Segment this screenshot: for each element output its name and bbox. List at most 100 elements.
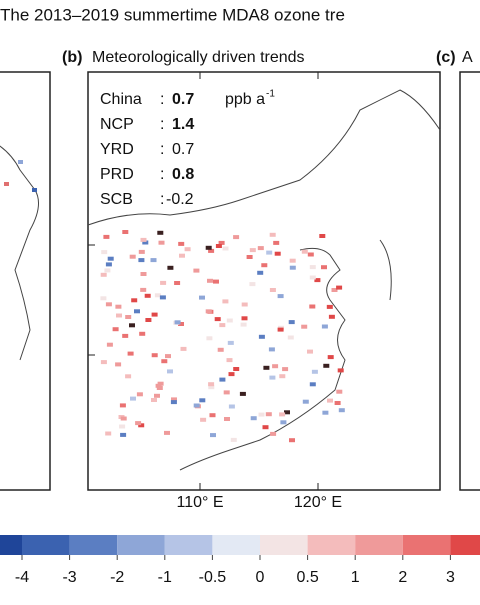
grid-cell xyxy=(249,282,256,287)
grid-cell xyxy=(338,408,345,413)
colorbar: -4 -3 -2 -1 -0.5 0 0.5 1 2 3 xyxy=(0,535,480,586)
grid-cell xyxy=(284,410,290,415)
grid-cell xyxy=(226,318,233,323)
grid-cell xyxy=(145,318,152,322)
grid-cell xyxy=(119,403,126,408)
x-tick-label: 120° E xyxy=(294,494,342,511)
grid-cell xyxy=(144,293,151,298)
grid-cell xyxy=(217,347,224,352)
grid-cell xyxy=(336,285,343,290)
grid-cell xyxy=(125,315,132,319)
grid-cell xyxy=(218,240,225,245)
stat-separator: : xyxy=(160,166,164,183)
grid-cell xyxy=(326,304,333,309)
grid-cell xyxy=(112,327,119,332)
grid-cell xyxy=(226,358,233,363)
grid-cell xyxy=(129,323,135,328)
grid-cell xyxy=(307,252,314,257)
grid-cell xyxy=(140,287,147,292)
grid-cell xyxy=(302,399,309,404)
grid-cell xyxy=(233,235,240,240)
grid-cell xyxy=(138,249,145,254)
grid-cell xyxy=(307,349,313,354)
grid-cell xyxy=(206,336,213,341)
grid-cell xyxy=(131,298,138,303)
grid-cell xyxy=(119,424,126,429)
colorbar-bin xyxy=(307,535,356,555)
stat-value: -0.2 xyxy=(166,191,194,208)
grid-cell xyxy=(261,263,268,268)
grid-cell xyxy=(309,382,316,387)
grid-cell xyxy=(227,340,234,345)
colorbar-bin xyxy=(355,535,403,555)
grid-cell xyxy=(4,182,9,186)
border xyxy=(87,89,441,226)
grid-cell xyxy=(257,270,264,275)
grid-cell xyxy=(230,437,237,442)
grid-cell xyxy=(311,369,318,374)
grid-cell xyxy=(327,355,334,360)
grid-cell xyxy=(116,313,122,318)
grid-cell xyxy=(277,327,284,332)
grid-cell xyxy=(336,389,343,394)
coastline xyxy=(179,247,346,471)
stats-box: China:0.7 ppb a -1NCP:1.4YRD:0.7PRD:0.8SCB… xyxy=(100,89,275,209)
grid-cell xyxy=(134,309,140,314)
stat-separator: : xyxy=(160,191,164,208)
colorbar-bin xyxy=(260,535,308,555)
grid-cell xyxy=(269,375,276,380)
grid-cell xyxy=(282,367,289,372)
stat-unit-exp: -1 xyxy=(266,89,275,100)
grid-cell xyxy=(205,245,212,250)
grid-cell xyxy=(246,255,253,259)
grid-cell xyxy=(323,363,330,368)
grid-cell xyxy=(142,240,149,245)
grid-cell xyxy=(155,383,162,388)
grid-cell xyxy=(319,234,326,238)
grid-cell xyxy=(214,317,221,322)
grid-cell xyxy=(263,365,270,370)
panel-frame xyxy=(0,71,51,491)
grid-cell xyxy=(223,390,230,395)
grid-cell xyxy=(193,403,200,408)
colorbar-tick-label: -1 xyxy=(158,569,172,586)
panel-frame xyxy=(87,71,441,491)
grid-cell xyxy=(164,430,170,435)
stat-value: 1.4 xyxy=(172,116,194,133)
grid-cell xyxy=(309,275,316,280)
grid-cell xyxy=(215,244,222,248)
grid-cell xyxy=(269,288,276,292)
grid-cell xyxy=(258,334,265,339)
stat-region: SCB xyxy=(100,191,133,208)
grid-cell xyxy=(224,417,230,421)
grid-cell xyxy=(193,268,200,273)
grid-cell xyxy=(257,246,264,251)
grid-cell xyxy=(171,397,177,402)
grid-cell xyxy=(314,278,321,283)
colorbar-tick-label: 2 xyxy=(398,569,407,586)
grid-cell xyxy=(103,234,110,239)
grid-cell xyxy=(120,416,127,421)
grid-cell xyxy=(279,374,286,379)
x-tick-label: 110° E xyxy=(176,494,223,511)
grid-cell xyxy=(151,398,157,402)
grid-cell xyxy=(165,354,171,359)
coastline xyxy=(379,239,392,301)
x-axis: 110° E 120° E xyxy=(176,72,342,511)
grid-cell xyxy=(115,362,122,367)
colorbar-tick-label: 0 xyxy=(256,569,265,586)
panel-title: Meteorologically driven trends xyxy=(92,49,305,66)
grid-cell xyxy=(18,160,23,164)
grid-cell xyxy=(228,404,235,409)
colorbar-tick-label: 0.5 xyxy=(296,569,318,586)
grid-cell xyxy=(139,331,146,336)
stat-region: PRD xyxy=(100,166,134,183)
colorbar-tick-label: 3 xyxy=(446,569,455,586)
coastline xyxy=(0,145,40,361)
grid-cell xyxy=(301,249,308,254)
grid-cell xyxy=(105,302,112,307)
grid-cell xyxy=(262,425,269,430)
grid-cell xyxy=(219,323,226,328)
grid-cell xyxy=(138,258,145,263)
